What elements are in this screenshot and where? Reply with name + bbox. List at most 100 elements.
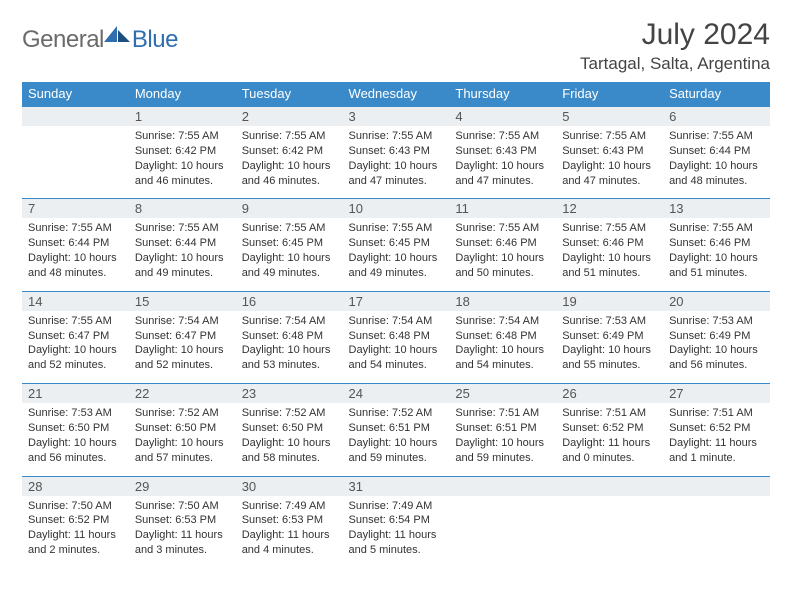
day-number: 3 (343, 106, 450, 126)
daylight-text: and 53 minutes. (242, 358, 337, 373)
sunset-text: Sunset: 6:44 PM (28, 236, 123, 251)
daylight-text: Daylight: 10 hours (28, 343, 123, 358)
daylight-text: and 51 minutes. (562, 266, 657, 281)
daylight-text: Daylight: 10 hours (135, 343, 230, 358)
daylight-text: Daylight: 10 hours (242, 436, 337, 451)
daylight-text: and 55 minutes. (562, 358, 657, 373)
daylight-text: and 56 minutes. (669, 358, 764, 373)
daylight-text: and 3 minutes. (135, 543, 230, 558)
daylight-text: and 58 minutes. (242, 451, 337, 466)
daylight-text: Daylight: 10 hours (28, 251, 123, 266)
daylight-text: and 47 minutes. (349, 174, 444, 189)
week-body-row: Sunrise: 7:50 AMSunset: 6:52 PMDaylight:… (22, 496, 770, 568)
day-number (556, 476, 663, 496)
daylight-text: Daylight: 10 hours (28, 436, 123, 451)
day-cell (556, 496, 663, 568)
daylight-text: Daylight: 11 hours (28, 528, 123, 543)
daylight-text: and 48 minutes. (669, 174, 764, 189)
sunset-text: Sunset: 6:52 PM (669, 421, 764, 436)
daylight-text: Daylight: 10 hours (455, 436, 550, 451)
daylight-text: Daylight: 10 hours (669, 343, 764, 358)
header: General Blue July 2024 Tartagal, Salta, … (22, 18, 770, 74)
daylight-text: Daylight: 10 hours (455, 251, 550, 266)
day-cell: Sunrise: 7:49 AMSunset: 6:53 PMDaylight:… (236, 496, 343, 568)
daylight-text: Daylight: 10 hours (135, 159, 230, 174)
day-cell: Sunrise: 7:52 AMSunset: 6:50 PMDaylight:… (129, 403, 236, 476)
daylight-text: and 54 minutes. (455, 358, 550, 373)
daylight-text: and 46 minutes. (242, 174, 337, 189)
weekday-thursday: Thursday (449, 82, 556, 106)
day-cell: Sunrise: 7:52 AMSunset: 6:51 PMDaylight:… (343, 403, 450, 476)
day-number: 28 (22, 476, 129, 496)
sunset-text: Sunset: 6:45 PM (242, 236, 337, 251)
daylight-text: Daylight: 10 hours (349, 251, 444, 266)
sunset-text: Sunset: 6:43 PM (349, 144, 444, 159)
sunrise-text: Sunrise: 7:55 AM (455, 129, 550, 144)
day-cell: Sunrise: 7:54 AMSunset: 6:48 PMDaylight:… (343, 311, 450, 384)
daynum-row: 14 15 16 17 18 19 20 (22, 291, 770, 311)
day-cell: Sunrise: 7:55 AMSunset: 6:46 PMDaylight:… (663, 218, 770, 291)
day-cell: Sunrise: 7:52 AMSunset: 6:50 PMDaylight:… (236, 403, 343, 476)
day-number: 7 (22, 199, 129, 219)
title-block: July 2024 Tartagal, Salta, Argentina (580, 18, 770, 74)
sunset-text: Sunset: 6:46 PM (562, 236, 657, 251)
daylight-text: and 56 minutes. (28, 451, 123, 466)
sunrise-text: Sunrise: 7:55 AM (455, 221, 550, 236)
week-body-row: Sunrise: 7:53 AMSunset: 6:50 PMDaylight:… (22, 403, 770, 476)
daylight-text: and 59 minutes. (349, 451, 444, 466)
day-cell: Sunrise: 7:55 AMSunset: 6:44 PMDaylight:… (663, 126, 770, 199)
day-number: 31 (343, 476, 450, 496)
sunset-text: Sunset: 6:49 PM (669, 329, 764, 344)
sunrise-text: Sunrise: 7:51 AM (669, 406, 764, 421)
sunset-text: Sunset: 6:44 PM (669, 144, 764, 159)
daynum-row: 1 2 3 4 5 6 (22, 106, 770, 126)
sunrise-text: Sunrise: 7:54 AM (135, 314, 230, 329)
day-number: 9 (236, 199, 343, 219)
sunset-text: Sunset: 6:52 PM (28, 513, 123, 528)
day-cell: Sunrise: 7:51 AMSunset: 6:52 PMDaylight:… (556, 403, 663, 476)
sunset-text: Sunset: 6:51 PM (455, 421, 550, 436)
weekday-wednesday: Wednesday (343, 82, 450, 106)
day-number: 19 (556, 291, 663, 311)
daylight-text: and 4 minutes. (242, 543, 337, 558)
day-cell: Sunrise: 7:54 AMSunset: 6:48 PMDaylight:… (236, 311, 343, 384)
daylight-text: Daylight: 10 hours (135, 251, 230, 266)
sunrise-text: Sunrise: 7:50 AM (28, 499, 123, 514)
sunrise-text: Sunrise: 7:55 AM (562, 129, 657, 144)
sunset-text: Sunset: 6:48 PM (349, 329, 444, 344)
sunrise-text: Sunrise: 7:55 AM (28, 221, 123, 236)
daylight-text: Daylight: 11 hours (669, 436, 764, 451)
sunrise-text: Sunrise: 7:50 AM (135, 499, 230, 514)
sunset-text: Sunset: 6:48 PM (455, 329, 550, 344)
sunrise-text: Sunrise: 7:54 AM (349, 314, 444, 329)
day-cell: Sunrise: 7:53 AMSunset: 6:49 PMDaylight:… (556, 311, 663, 384)
day-cell: Sunrise: 7:49 AMSunset: 6:54 PMDaylight:… (343, 496, 450, 568)
day-cell: Sunrise: 7:55 AMSunset: 6:45 PMDaylight:… (343, 218, 450, 291)
day-cell (663, 496, 770, 568)
daylight-text: Daylight: 10 hours (349, 159, 444, 174)
day-cell: Sunrise: 7:55 AMSunset: 6:47 PMDaylight:… (22, 311, 129, 384)
daylight-text: and 5 minutes. (349, 543, 444, 558)
day-number: 12 (556, 199, 663, 219)
day-cell: Sunrise: 7:51 AMSunset: 6:52 PMDaylight:… (663, 403, 770, 476)
day-number: 26 (556, 384, 663, 404)
daylight-text: Daylight: 11 hours (349, 528, 444, 543)
daylight-text: Daylight: 10 hours (562, 251, 657, 266)
daylight-text: Daylight: 10 hours (669, 251, 764, 266)
day-cell: Sunrise: 7:53 AMSunset: 6:49 PMDaylight:… (663, 311, 770, 384)
daylight-text: Daylight: 10 hours (562, 343, 657, 358)
daylight-text: Daylight: 10 hours (669, 159, 764, 174)
sunrise-text: Sunrise: 7:52 AM (349, 406, 444, 421)
daylight-text: and 49 minutes. (242, 266, 337, 281)
day-number: 17 (343, 291, 450, 311)
day-cell: Sunrise: 7:54 AMSunset: 6:47 PMDaylight:… (129, 311, 236, 384)
sunset-text: Sunset: 6:46 PM (669, 236, 764, 251)
sunset-text: Sunset: 6:44 PM (135, 236, 230, 251)
day-number: 6 (663, 106, 770, 126)
sunset-text: Sunset: 6:45 PM (349, 236, 444, 251)
day-number: 20 (663, 291, 770, 311)
sunset-text: Sunset: 6:50 PM (28, 421, 123, 436)
day-cell: Sunrise: 7:50 AMSunset: 6:52 PMDaylight:… (22, 496, 129, 568)
daynum-row: 7 8 9 10 11 12 13 (22, 199, 770, 219)
daylight-text: and 51 minutes. (669, 266, 764, 281)
